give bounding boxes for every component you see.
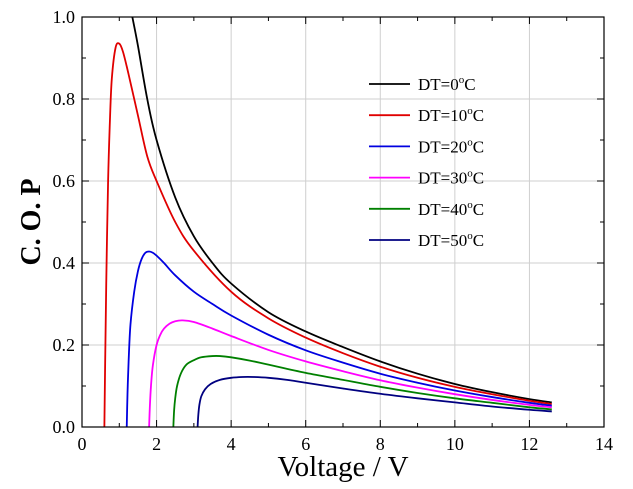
y-axis-title: C. O. P [16, 178, 47, 265]
y-tick-labels: 0.0 0.2 0.4 0.6 0.8 1.0 [53, 7, 76, 437]
series-group [103, 17, 552, 427]
axis-ticks [81, 16, 605, 428]
legend-label: DT=0oC [418, 74, 476, 94]
legend-label: DT=30oC [418, 168, 484, 188]
series-line-50c [196, 375, 552, 427]
series-line-30c [148, 319, 552, 427]
y-tick-label: 1.0 [53, 7, 76, 27]
y-tick-label: 0.6 [53, 171, 76, 191]
grid-lines [82, 17, 604, 427]
x-tick-label: 0 [78, 434, 87, 454]
legend-label: DT=50oC [418, 230, 484, 250]
plot-frame [81, 16, 605, 428]
y-tick-label: 0.0 [53, 417, 76, 437]
y-tick-label: 0.2 [53, 335, 76, 355]
x-tick-label: 2 [152, 434, 161, 454]
x-tick-label: 6 [301, 434, 310, 454]
y-tick-label: 0.4 [53, 253, 76, 273]
x-tick-label: 10 [446, 434, 464, 454]
x-tick-label: 4 [227, 434, 236, 454]
legend-label: DT=10oC [418, 105, 484, 125]
legend: DT=0oC DT=10oC DT=20oC DT=30oC DT=40oC DT=50o… [369, 74, 484, 250]
x-axis-title: Voltage / V [277, 451, 408, 483]
series-line-10c [103, 42, 552, 427]
series-line-0c [131, 17, 552, 404]
x-tick-labels: 0 2 4 6 8 10 12 14 [78, 434, 614, 454]
series-line-40c [172, 355, 552, 427]
legend-label: DT=20oC [418, 136, 484, 156]
x-tick-label: 12 [520, 434, 538, 454]
series-line-20c [125, 250, 552, 427]
legend-label: DT=40oC [418, 199, 484, 219]
x-tick-label: 8 [376, 434, 385, 454]
y-tick-label: 0.8 [53, 89, 76, 109]
x-tick-label: 14 [595, 434, 613, 454]
